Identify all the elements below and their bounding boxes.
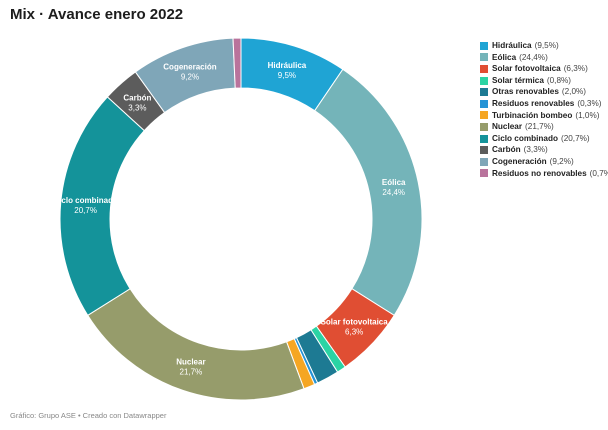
legend-item-solar-termica: Solar térmica (0,8%) (480, 75, 608, 87)
legend-label: Nuclear (492, 122, 523, 132)
legend-item-residuos-renovables: Residuos renovables (0,3%) (480, 98, 608, 110)
slice-eolica[interactable] (314, 68, 423, 317)
legend-value: (3,3%) (523, 145, 548, 155)
legend-value: (2,0%) (561, 87, 587, 97)
chart-credit: Gráfico: Grupo ASE • Creado con Datawrap… (10, 411, 167, 420)
legend-value: (1,0%) (575, 110, 600, 120)
legend-value: (24,4%) (519, 52, 548, 62)
legend-item-eolica: Eólica (24,4%) (480, 52, 608, 64)
slice-label-solar-fotovoltaica: Solar fotovoltaica (321, 317, 389, 326)
legend-label: Residuos renovables (492, 98, 575, 108)
legend-swatch (480, 99, 488, 108)
slice-label-eolica: Eólica (382, 178, 406, 187)
legend-value: (9,5%) (534, 41, 559, 50)
slice-label-ciclo-combinado: Ciclo combinado (53, 196, 118, 205)
legend-swatch (480, 122, 488, 131)
legend-swatch (480, 41, 488, 50)
legend-item-solar-fotovoltaica: Solar fotovoltaica (6,3%) (480, 63, 608, 75)
legend-label: Turbinación bombeo (492, 110, 573, 120)
legend-swatch (480, 76, 488, 85)
slice-value-cogeneracion: 9,2% (181, 73, 199, 82)
legend-label: Ciclo combinado (492, 133, 558, 143)
legend-item-hidraulica: Hidráulica (9,5%) (480, 40, 608, 52)
legend-label: Carbón (492, 145, 521, 155)
legend-label: Cogeneración (492, 156, 547, 166)
legend-item-cogeneracion: Cogeneración (9,2%) (480, 156, 608, 168)
legend-item-turbinacion-bombeo: Turbinación bombeo (1,0%) (480, 110, 608, 122)
slice-ciclo-combinado[interactable] (59, 96, 146, 317)
slice-residuos-no-renovables[interactable] (232, 37, 242, 89)
slice-label-hidraulica: Hidráulica (268, 61, 307, 70)
legend-swatch (480, 88, 488, 97)
legend-value: (9,2%) (549, 156, 574, 166)
legend-label: Otras renovables (492, 87, 559, 97)
legend-value: (0,7%) (589, 168, 608, 178)
legend-value: (20,7%) (560, 133, 590, 143)
legend-swatch (480, 111, 488, 120)
legend-item-nuclear: Nuclear (21,7%) (480, 121, 608, 133)
legend: Hidráulica (9,5%) Eólica (24,4%) Solar fotov… (480, 40, 608, 179)
legend-label: Eólica (492, 52, 517, 62)
legend-swatch (480, 53, 488, 62)
slice-value-solar-fotovoltaica: 6,3% (345, 327, 363, 336)
slice-label-nuclear: Nuclear (176, 358, 205, 367)
legend-label: Hidráulica (492, 41, 532, 50)
slice-value-nuclear: 21,7% (180, 368, 203, 377)
legend-swatch (480, 157, 488, 166)
slice-value-carbon: 3,3% (128, 103, 146, 112)
slice-value-eolica: 24,4% (382, 188, 405, 197)
slice-value-hidraulica: 9,5% (278, 71, 296, 80)
legend-item-ciclo-combinado: Ciclo combinado (20,7%) (480, 133, 608, 145)
legend-swatch (480, 64, 488, 73)
legend-swatch (480, 169, 488, 178)
legend-label: Residuos no renovables (492, 168, 587, 178)
chart-title: Mix · Avance enero 2022 (10, 6, 184, 23)
legend-item-residuos-no-renovables: Residuos no renovables(0,7%) (480, 168, 608, 180)
slice-label-carbon: Carbón (123, 93, 151, 102)
legend-value: (6,3%) (563, 64, 588, 74)
legend-value: (21,7%) (525, 122, 554, 132)
legend-item-otras-renovables: Otras renovables (2,0%) (480, 86, 608, 98)
legend-value: (0,3%) (577, 98, 602, 108)
legend-item-carbon: Carbón (3,3%) (480, 144, 608, 156)
legend-swatch (480, 146, 488, 155)
legend-value: (0,8%) (546, 75, 572, 85)
slice-nuclear[interactable] (87, 288, 305, 401)
legend-swatch (480, 134, 488, 143)
slice-label-cogeneracion: Cogeneración (163, 63, 216, 72)
legend-label: Solar térmica (492, 75, 544, 85)
legend-label: Solar fotovoltaica (492, 64, 561, 74)
slice-value-ciclo-combinado: 20,7% (74, 206, 97, 215)
donut-slices (59, 37, 423, 401)
